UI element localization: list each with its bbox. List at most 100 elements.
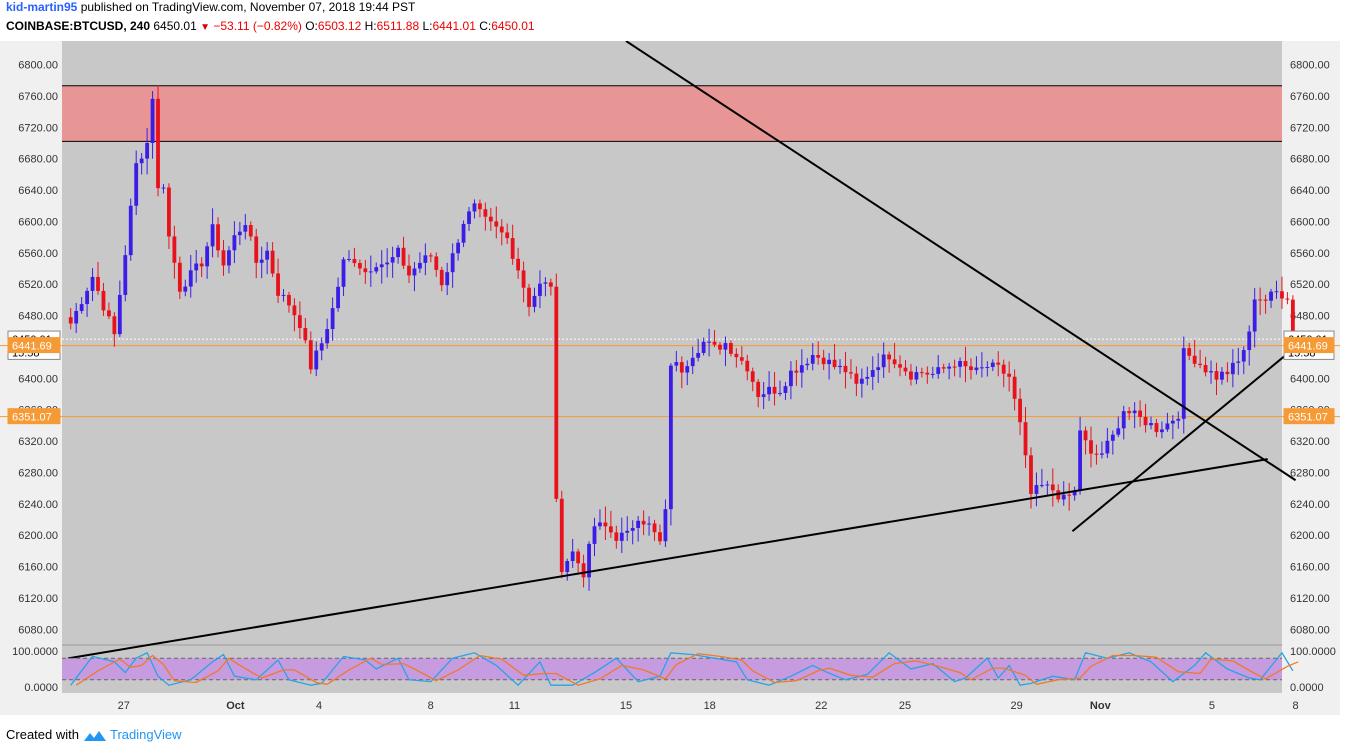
candle-body	[636, 520, 641, 528]
candle-body	[494, 221, 499, 227]
candle-body	[1029, 455, 1033, 494]
candle-body	[270, 250, 275, 274]
author-link[interactable]: kid-martin95	[6, 0, 78, 14]
candle-body	[570, 551, 575, 562]
price-tick-label-left: 6400.00	[18, 373, 58, 385]
candle-body	[1290, 299, 1295, 340]
candle-body	[925, 372, 930, 375]
candle-body	[1209, 371, 1213, 373]
candle-body	[1285, 298, 1290, 300]
price-tick-label-right: 6520.00	[1290, 279, 1330, 291]
candle-body	[374, 267, 379, 272]
symbol-label: COINBASE:BTCUSD, 240	[6, 19, 151, 33]
candle-body	[1110, 434, 1115, 441]
candle-body	[707, 341, 711, 343]
candle-body	[712, 341, 717, 345]
price-label-box	[1283, 408, 1335, 425]
candle-body	[325, 329, 330, 344]
footer: Created with TradingView	[6, 727, 182, 743]
tradingview-link[interactable]: TradingView	[110, 727, 182, 742]
created-with-text: Created with	[6, 727, 79, 742]
candle-body	[183, 286, 188, 292]
candle-body	[145, 142, 150, 159]
price-tick-label-left: 6680.00	[18, 154, 58, 166]
candle-body	[363, 268, 368, 273]
candle-body	[756, 381, 761, 397]
price-tick-label-right: 6200.00	[1290, 530, 1330, 542]
candle-body	[527, 287, 531, 307]
candle-body	[859, 378, 864, 384]
candle-body	[701, 341, 706, 353]
candle-body	[68, 317, 73, 324]
candle-body	[559, 498, 564, 572]
price-label-text-left: 6441.69	[12, 341, 52, 353]
candle-body	[287, 294, 291, 306]
candle-body	[619, 532, 624, 541]
candle-body	[538, 283, 542, 296]
candle-body	[761, 394, 766, 397]
candle-body	[685, 366, 690, 373]
candle-body	[112, 316, 117, 335]
candle-body	[930, 373, 935, 375]
candle-body	[1083, 430, 1088, 441]
candle-body	[723, 343, 728, 350]
candle-body	[248, 225, 253, 237]
candle-body	[1187, 348, 1192, 356]
candle-body	[177, 262, 182, 292]
candle-body	[647, 523, 651, 525]
candle-body	[789, 370, 793, 387]
candle-body	[919, 372, 924, 374]
price-tick-label-left: 6280.00	[18, 467, 58, 479]
x-tick-label: 15	[620, 700, 632, 712]
x-tick-label: 27	[118, 700, 130, 712]
candle-body	[805, 363, 810, 366]
price-tick-label-left: 6080.00	[18, 624, 58, 636]
candle-body	[1263, 299, 1268, 301]
candle-body	[205, 246, 210, 267]
candle-body	[117, 294, 122, 335]
price-tick-label-left: 6520.00	[18, 279, 58, 291]
candle-body	[1007, 373, 1012, 377]
price-tick-label-left: 6760.00	[18, 91, 58, 103]
candle-body	[1170, 420, 1175, 424]
candle-body	[1165, 423, 1170, 430]
price-tick-label-left: 6640.00	[18, 185, 58, 197]
tradingview-logo-icon[interactable]	[83, 727, 110, 742]
candle-body	[418, 262, 422, 269]
candle-body	[668, 365, 673, 510]
stoch-band	[62, 658, 1282, 680]
price-tick-label-left: 6720.00	[18, 122, 58, 134]
candle-body	[1138, 410, 1143, 417]
candle-body	[292, 305, 297, 316]
candle-body	[1154, 423, 1159, 433]
candle-body	[739, 357, 744, 361]
candle-body	[243, 225, 248, 232]
open-label: O:	[305, 19, 318, 33]
candle-body	[810, 355, 815, 364]
candle-body	[461, 223, 466, 243]
price-tick-label-left: 6320.00	[18, 436, 58, 448]
candle-body	[1018, 398, 1022, 423]
candle-body	[734, 353, 739, 358]
candle-body	[1214, 371, 1219, 380]
price-tick-label-right: 6280.00	[1290, 467, 1330, 479]
candle-body	[1241, 350, 1246, 362]
candle-body	[1258, 299, 1263, 301]
candle-body	[641, 520, 646, 525]
candle-body	[849, 372, 853, 374]
candle-body	[576, 551, 581, 564]
candle-body	[1121, 411, 1126, 429]
candle-body	[167, 187, 171, 237]
ohlc-header: COINBASE:BTCUSD, 240 6450.01 ▼ −53.11 (−…	[6, 19, 535, 33]
candle-body	[887, 354, 892, 360]
candle-body	[816, 355, 821, 358]
price-tick-label-right: 6680.00	[1290, 154, 1330, 166]
candle-body	[728, 343, 733, 354]
candle-body	[308, 340, 313, 370]
price-tick-label-right: 6600.00	[1290, 216, 1330, 228]
candle-body	[423, 255, 428, 263]
candle-body	[1089, 440, 1093, 454]
candle-body	[368, 271, 373, 273]
candle-body	[909, 371, 913, 380]
